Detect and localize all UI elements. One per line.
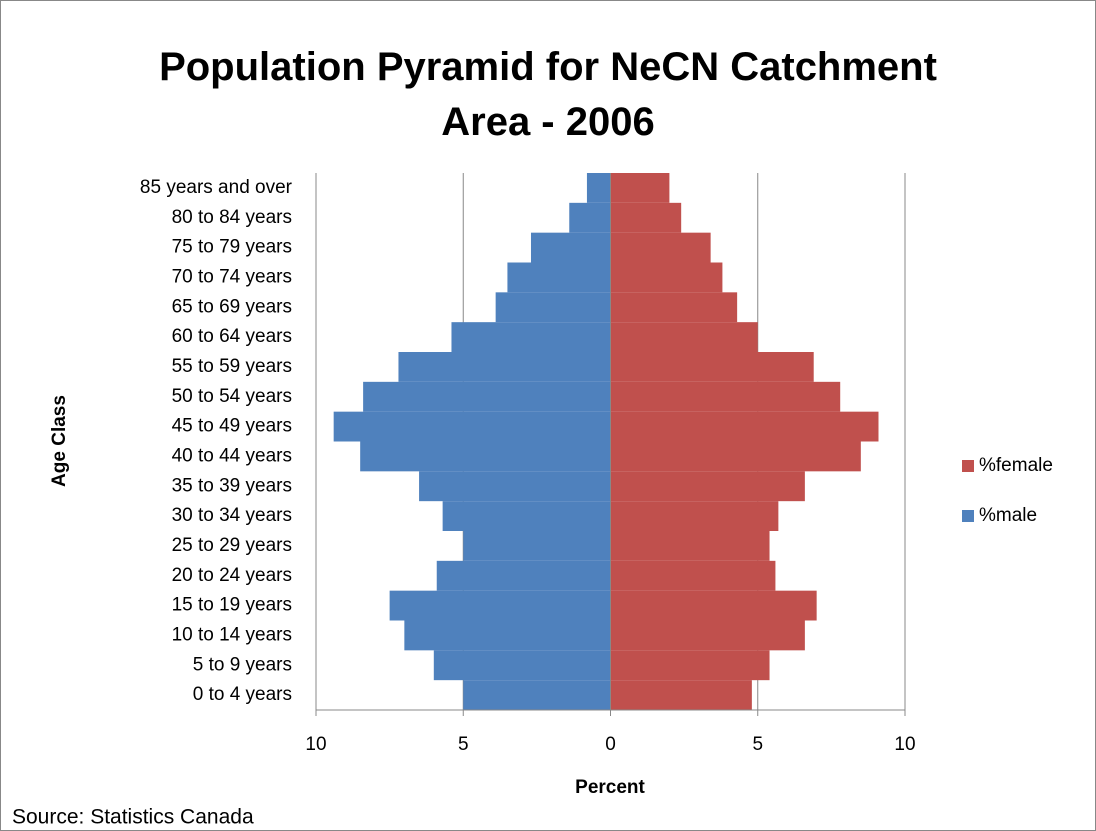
y-tick-label: 5 to 9 years xyxy=(193,654,292,675)
y-tick-label: 10 to 14 years xyxy=(172,624,292,645)
bar xyxy=(495,292,611,323)
bar xyxy=(610,352,814,382)
y-tick-label: 85 years and over xyxy=(140,177,293,198)
source-note: Source: Statistics Canada xyxy=(12,806,254,829)
legend-label: %female xyxy=(979,455,1053,476)
bar xyxy=(586,173,611,203)
y-tick-label: 15 to 19 years xyxy=(172,595,292,616)
bar xyxy=(610,292,738,323)
bar xyxy=(507,262,611,293)
y-tick-label: 45 to 49 years xyxy=(172,416,292,437)
x-tick-label: 10 xyxy=(305,734,326,755)
bar xyxy=(610,202,682,233)
bar xyxy=(363,381,611,412)
bar xyxy=(442,501,611,531)
y-tick-label: 0 to 4 years xyxy=(193,684,292,705)
x-tick-label: 5 xyxy=(752,734,763,755)
y-tick-label: 40 to 44 years xyxy=(172,445,292,466)
bar xyxy=(398,352,611,382)
bar xyxy=(610,620,805,651)
bar xyxy=(610,322,758,352)
bar xyxy=(610,381,841,412)
chart-title: Population Pyramid for NeCN Catchment Ar… xyxy=(159,45,937,144)
legend-label: %male xyxy=(979,505,1037,526)
y-tick-label: 80 to 84 years xyxy=(172,207,292,228)
bar xyxy=(610,471,805,502)
bar xyxy=(463,680,611,710)
y-tick-label: 50 to 54 years xyxy=(172,386,292,407)
bar xyxy=(610,173,670,203)
bar xyxy=(610,590,817,621)
x-tick-label: 0 xyxy=(605,734,616,755)
y-tick-label: 35 to 39 years xyxy=(172,475,292,496)
bar xyxy=(451,322,611,352)
bar xyxy=(436,560,611,591)
bar xyxy=(610,560,776,591)
y-tick-label: 25 to 29 years xyxy=(172,535,292,556)
bar xyxy=(610,680,752,710)
legend-swatch xyxy=(962,510,974,522)
x-tick-label: 10 xyxy=(894,734,915,755)
y-axis-label: Age Class xyxy=(49,395,70,487)
bar xyxy=(610,531,770,561)
y-tick-label: 55 to 59 years xyxy=(172,356,292,377)
bar xyxy=(463,531,611,561)
x-axis-label: Percent xyxy=(575,777,645,798)
y-tick-label: 65 to 69 years xyxy=(172,296,292,317)
bar xyxy=(433,650,611,681)
bar xyxy=(610,650,770,681)
bar xyxy=(333,411,611,442)
y-tick-label: 20 to 24 years xyxy=(172,565,292,586)
bar xyxy=(610,501,779,531)
bar xyxy=(404,620,611,651)
bar xyxy=(569,202,611,233)
bar xyxy=(389,590,611,621)
bar xyxy=(610,232,711,263)
bar xyxy=(530,232,611,263)
y-tick-label: 75 to 79 years xyxy=(172,237,292,258)
bar xyxy=(419,471,611,502)
y-tick-label: 30 to 34 years xyxy=(172,505,292,526)
legend-swatch xyxy=(962,460,974,472)
bar xyxy=(610,411,879,442)
y-tick-label: 60 to 64 years xyxy=(172,326,292,347)
bar xyxy=(610,441,861,472)
x-tick-label: 5 xyxy=(458,734,469,755)
bar xyxy=(610,262,723,293)
bar xyxy=(360,441,611,472)
y-tick-label: 70 to 74 years xyxy=(172,266,292,287)
